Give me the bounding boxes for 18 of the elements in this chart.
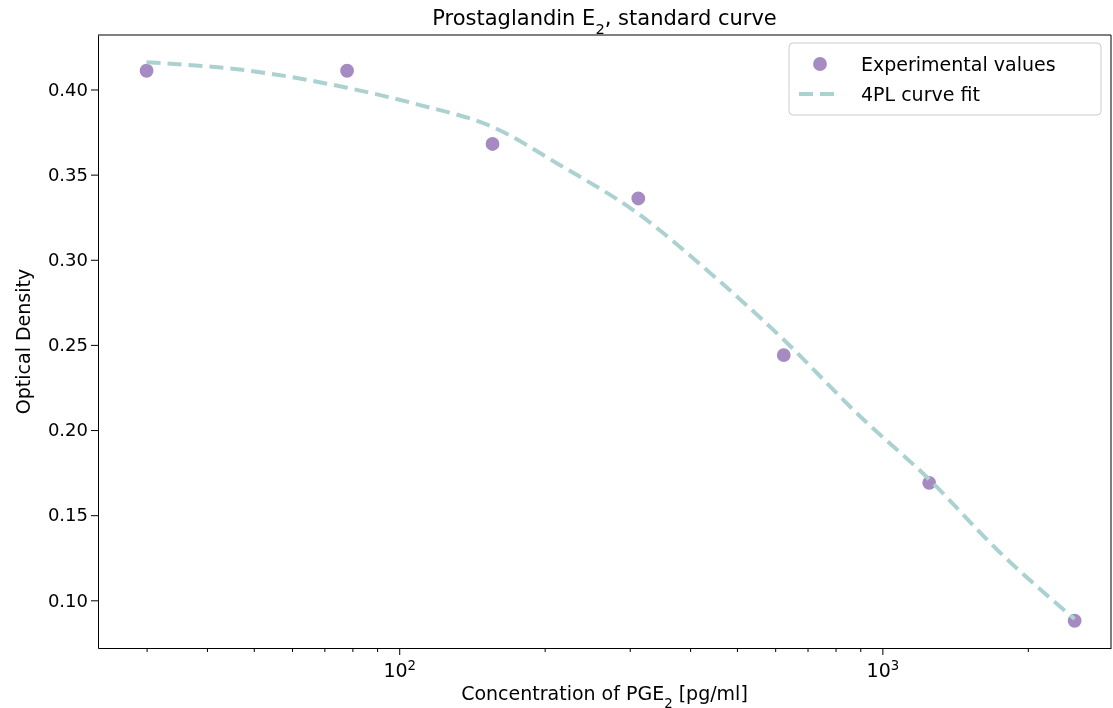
y-axis-title: Optical Density	[12, 268, 34, 415]
x-tick-label: 10$^{3}$	[866, 657, 900, 682]
x-tick-label: 10$^{2}$	[383, 657, 417, 682]
chart-title: Prostaglandin E$_{2}$, standard curve	[432, 6, 777, 37]
y-tick-label: 0.40	[47, 78, 88, 100]
y-tick-label: 0.20	[47, 419, 88, 441]
point	[631, 191, 646, 206]
y-tick-label: 0.25	[47, 334, 88, 356]
point	[776, 348, 791, 363]
legend-label: 4PL curve fit	[861, 82, 980, 105]
y-tick-label: 0.15	[47, 504, 88, 526]
point	[485, 137, 500, 151]
x-axis-title: Concentration of PGE$_{2}$ [pg/ml]	[461, 682, 748, 708]
legend-label: Experimental values	[861, 52, 1056, 75]
point	[340, 63, 354, 78]
y-tick-label: 0.10	[47, 589, 88, 611]
y-tick-label: 0.35	[47, 163, 88, 185]
y-tick-label: 0.30	[47, 249, 88, 271]
